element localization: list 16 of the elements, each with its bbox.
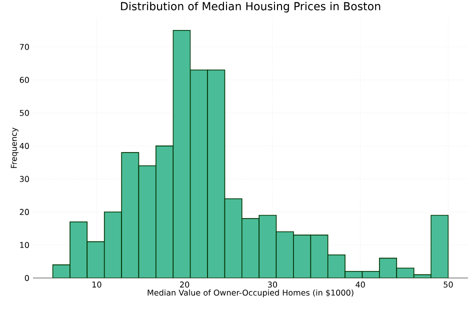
x-tick-label: 30: [268, 282, 278, 288]
x-axis-title: Median Value of Owner-Occupied Homes (in $1000): [148, 289, 354, 298]
x-tick-label: 40: [356, 282, 365, 288]
y-tick-label: 10: [20, 242, 29, 248]
y-axis-title: Frequency: [10, 128, 18, 168]
y-tick-label: 0: [24, 274, 29, 282]
chart-title: Distribution of Median Housing Prices in Boston: [121, 2, 380, 12]
x-tick-label: 20: [180, 282, 190, 288]
y-tick-label: 70: [20, 44, 29, 50]
y-tick-label: 30: [20, 176, 29, 182]
x-tick-label: 10: [92, 282, 102, 288]
x-tick-label: 50: [444, 282, 453, 288]
y-tick-label: 40: [20, 142, 29, 149]
y-tick-label: 60: [20, 76, 29, 83]
y-tick-label: 20: [20, 208, 29, 215]
y-tick-label: 50: [20, 110, 29, 116]
